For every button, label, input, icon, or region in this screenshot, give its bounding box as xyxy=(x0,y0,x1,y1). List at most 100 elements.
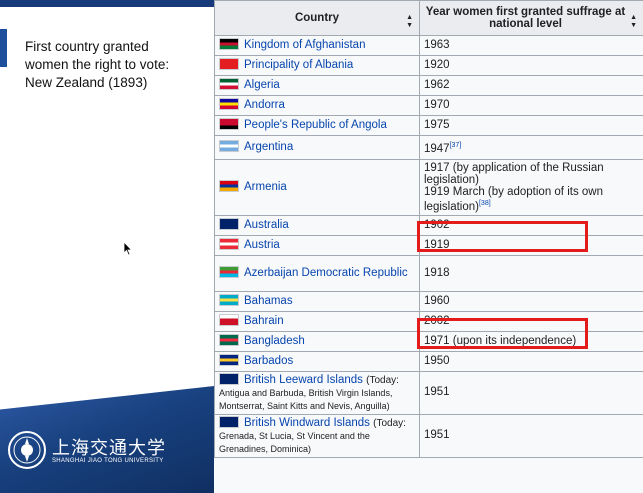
highlight-box-bahrain xyxy=(417,318,588,349)
country-link[interactable]: Austria xyxy=(244,238,280,251)
highlight-box-australia xyxy=(417,221,588,252)
cell-year: 1918 xyxy=(419,254,643,292)
year-text: 1975 xyxy=(424,119,450,131)
column-header-label: Year women first granted suffrage at nat… xyxy=(425,6,626,30)
table-row: Bahamas 1960 xyxy=(214,290,643,312)
year-text-line: 1919 March (by adoption of its own xyxy=(424,185,603,198)
country-flag-icon xyxy=(219,372,239,385)
suffrage-table-container: Country ▲ ▼ Year women first granted suff… xyxy=(214,0,643,493)
country-link[interactable]: Australia xyxy=(244,218,289,231)
today-detail: Antigua and Barbuda, British Virgin Isla… xyxy=(219,387,393,411)
country-link[interactable]: Principality of Albania xyxy=(244,59,354,71)
callout-line: women the right to vote: xyxy=(25,57,170,72)
cell-year: 1950 xyxy=(419,350,643,372)
year-text: 1951 xyxy=(424,429,450,442)
country-link[interactable]: Kingdom of Afghanistan xyxy=(244,39,366,51)
cell-year: 1951 xyxy=(419,413,643,458)
country-flag-icon xyxy=(219,415,239,428)
year-text: 1963 xyxy=(424,39,450,51)
column-header-year[interactable]: Year women first granted suffrage at nat… xyxy=(419,0,643,36)
column-header-country[interactable]: Country ▲ ▼ xyxy=(214,0,420,36)
country-link[interactable]: People's Republic of Angola xyxy=(244,119,387,131)
cell-year: 1963 xyxy=(419,35,643,56)
callout-accent-bar xyxy=(0,29,7,67)
citation-link[interactable]: [38] xyxy=(478,199,491,207)
cell-country: Australia xyxy=(214,214,420,236)
citation-link[interactable]: [37] xyxy=(449,142,462,149)
column-header-label: Country xyxy=(294,12,340,24)
year-text: 1947 xyxy=(424,142,450,155)
country-link[interactable]: Azerbaijan Democratic Republic xyxy=(244,266,408,279)
year-text-line: legislation) xyxy=(424,173,479,186)
today-label: (Today: xyxy=(373,417,406,429)
year-text: 1919 xyxy=(424,238,450,251)
country-link[interactable]: Argentina xyxy=(244,140,294,153)
country-flag-icon xyxy=(219,217,239,230)
country-link[interactable]: Barbados xyxy=(244,354,294,367)
cell-country: People's Republic of Angola xyxy=(214,115,420,136)
table-header-row: Country ▲ ▼ Year women first granted suff… xyxy=(214,0,643,36)
callout-line: New Zealand (1893) xyxy=(25,75,148,90)
year-text-line: legislation) xyxy=(424,200,479,213)
table-row: Kingdom of Afghanistan 1963 xyxy=(214,35,643,56)
today-label: (Today: xyxy=(366,374,399,386)
cell-year: 1975 xyxy=(419,115,643,136)
country-link[interactable]: Bangladesh xyxy=(244,334,305,347)
country-link[interactable]: Bahrain xyxy=(244,314,284,327)
slide-top-strip xyxy=(0,0,214,7)
table-row: Andorra 1970 xyxy=(214,95,643,116)
table-row: Principality of Albania 1920 xyxy=(214,55,643,76)
table-row: British Leeward Islands (Today: Antigua a… xyxy=(214,370,643,415)
cell-country: Austria xyxy=(214,234,420,256)
cell-country: Barbados xyxy=(214,350,420,372)
university-seal-icon xyxy=(8,431,46,469)
cell-country: Bahamas xyxy=(214,290,420,312)
country-flag-icon xyxy=(219,78,239,90)
cell-country: Principality of Albania xyxy=(214,55,420,76)
sort-icon[interactable]: ▲ ▼ xyxy=(630,14,637,29)
country-flag-icon xyxy=(219,293,239,306)
table-row: People's Republic of Angola 1975 xyxy=(214,115,643,136)
cell-country: Argentina xyxy=(214,135,420,160)
cell-country: British Windward Islands (Today: Grenada,… xyxy=(214,413,420,458)
country-flag-icon xyxy=(219,237,239,250)
cell-year: 1917 (by application of the Russian legis… xyxy=(419,158,643,216)
suffrage-table: Country ▲ ▼ Year women first granted suff… xyxy=(214,0,643,458)
cell-year: 1960 xyxy=(419,290,643,312)
country-link[interactable]: Andorra xyxy=(244,99,285,111)
year-text: 1950 xyxy=(424,354,450,367)
year-text: 1920 xyxy=(424,59,450,71)
country-flag-icon xyxy=(219,98,239,110)
year-text: 1962 xyxy=(424,79,450,91)
country-flag-icon xyxy=(219,58,239,70)
country-link[interactable]: British Leeward Islands xyxy=(244,373,363,386)
cell-country: Bangladesh xyxy=(214,330,420,352)
cell-country: Armenia xyxy=(214,158,420,216)
sort-icon[interactable]: ▲ ▼ xyxy=(406,14,413,29)
cell-country: British Leeward Islands (Today: Antigua a… xyxy=(214,370,420,415)
country-flag-icon xyxy=(219,353,239,366)
cell-country: Algeria xyxy=(214,75,420,96)
country-flag-icon xyxy=(219,313,239,326)
table-row: Armenia 1917 (by application of the Russi… xyxy=(214,158,643,216)
country-flag-icon xyxy=(219,179,239,192)
country-link[interactable]: British Windward Islands xyxy=(244,416,370,429)
cell-year: 1951 xyxy=(419,370,643,415)
year-text: 1970 xyxy=(424,99,450,111)
cell-country: Bahrain xyxy=(214,310,420,332)
country-flag-icon xyxy=(219,333,239,346)
country-flag-icon xyxy=(219,265,239,278)
table-row: Argentina 1947[37] xyxy=(214,135,643,160)
callout-line: First country granted xyxy=(25,39,149,54)
country-link[interactable]: Armenia xyxy=(244,180,287,193)
year-text: 1971 (upon its independence) xyxy=(424,334,577,347)
country-link[interactable]: Algeria xyxy=(244,79,280,91)
table-row: Barbados 1950 xyxy=(214,350,643,372)
today-detail: Grenada, St Lucia, St Vincent and the Gr… xyxy=(219,430,370,454)
year-text-line: 1917 (by application of the Russian xyxy=(424,161,604,174)
country-link[interactable]: Bahamas xyxy=(244,294,293,307)
cell-country: Andorra xyxy=(214,95,420,116)
year-text: 1951 xyxy=(424,386,450,399)
logo-chinese-name: 上海交通大学 xyxy=(52,438,166,459)
table-row: Algeria 1962 xyxy=(214,75,643,96)
